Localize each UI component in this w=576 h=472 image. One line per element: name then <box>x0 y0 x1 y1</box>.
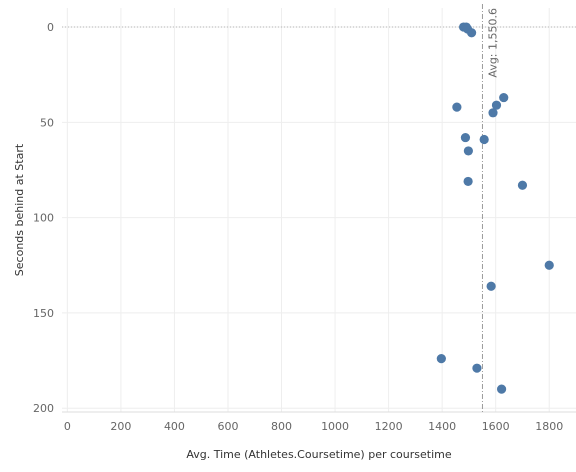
y-axis-title: Seconds behind at Start <box>13 143 26 276</box>
x-tick-label: 200 <box>110 420 131 433</box>
average-reference-label: Avg: 1,550.6 <box>486 8 499 78</box>
x-tick-label: 800 <box>271 420 292 433</box>
x-tick-label: 600 <box>217 420 238 433</box>
grid-lines <box>62 8 576 413</box>
data-point[interactable] <box>463 176 473 187</box>
x-axis-title: Avg. Time (Athletes.Coursetime) per cour… <box>186 448 451 461</box>
data-point[interactable] <box>517 180 528 190</box>
x-tick-label: 1200 <box>375 420 403 433</box>
data-point[interactable] <box>499 92 509 103</box>
x-tick-label: 1400 <box>428 420 456 433</box>
x-tick-label: 1600 <box>482 420 510 433</box>
x-tick-label: 1000 <box>321 420 349 433</box>
data-point[interactable] <box>466 28 477 38</box>
data-point[interactable] <box>463 146 473 156</box>
data-point[interactable] <box>496 384 507 394</box>
data-point[interactable] <box>460 132 471 143</box>
data-point[interactable] <box>488 108 498 118</box>
data-point[interactable] <box>472 363 482 373</box>
reference-line: Avg: 1,550.6 <box>481 4 499 412</box>
data-point[interactable] <box>486 281 496 291</box>
x-tick-label: 1800 <box>535 420 563 433</box>
y-tick-label: 100 <box>33 212 54 225</box>
data-point[interactable] <box>544 260 554 270</box>
y-tick-label: 150 <box>33 307 54 320</box>
data-point[interactable] <box>479 134 489 145</box>
data-point[interactable] <box>436 354 446 364</box>
data-points <box>436 22 554 394</box>
axis-ticks: 0 200 400 600 800 1000 1200 1400 1600 1800 0 50 100 1… <box>33 21 563 433</box>
y-tick-label: 200 <box>33 402 54 415</box>
y-tick-label: 50 <box>40 116 54 129</box>
data-point[interactable] <box>491 100 502 110</box>
x-tick-label: 0 <box>64 420 71 433</box>
y-tick-label: 0 <box>47 21 54 34</box>
data-point[interactable] <box>452 102 462 112</box>
x-tick-label: 400 <box>164 420 185 433</box>
